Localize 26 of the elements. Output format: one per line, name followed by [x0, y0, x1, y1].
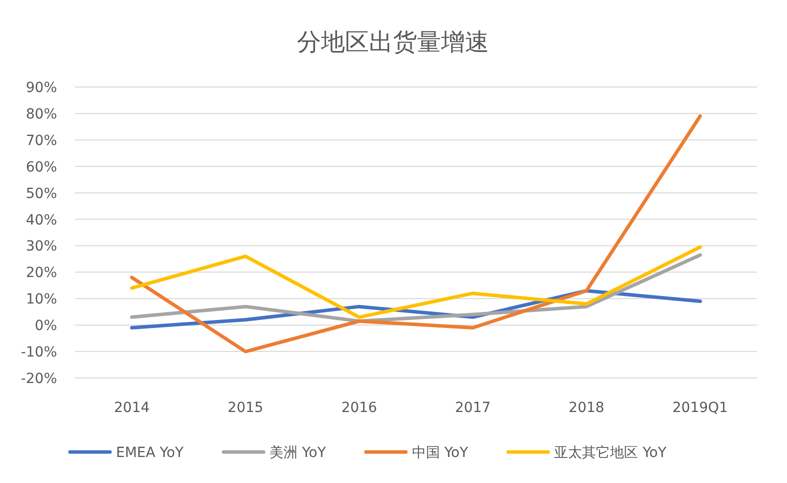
y-tick-label: 20% [26, 265, 57, 282]
legend-label: 中国 YoY [412, 445, 469, 461]
x-tick-label: 2015 [228, 400, 264, 416]
y-tick-label: 30% [26, 238, 57, 255]
line-series [130, 114, 702, 354]
line-series [130, 245, 702, 319]
x-tick-label: 2018 [568, 400, 604, 416]
y-tick-label: 90% [26, 80, 57, 96]
y-tick-label: 50% [26, 186, 57, 202]
legend-label: EMEA YoY [116, 445, 184, 461]
y-tick-label: 40% [26, 212, 57, 228]
legend-label: 美洲 YoY [270, 445, 326, 461]
y-tick-label: 70% [26, 132, 57, 149]
x-tick-label: 2016 [341, 400, 378, 416]
legend-label: 亚太其它地区 YoY [554, 445, 667, 461]
y-tick-label: -20% [20, 371, 57, 387]
y-tick-label: -10% [20, 344, 57, 361]
x-tick-label: 2019Q1 [672, 400, 728, 416]
x-tick-label: 2017 [455, 400, 491, 416]
y-tick-label: 0% [34, 318, 57, 334]
y-tick-label: 60% [26, 159, 57, 176]
y-tick-label: 80% [26, 106, 57, 122]
x-tick-label: 2014 [114, 400, 150, 416]
chart-title: 分地区出货量增速 [297, 28, 489, 56]
line-series [130, 253, 702, 323]
y-tick-label: 10% [26, 292, 57, 308]
